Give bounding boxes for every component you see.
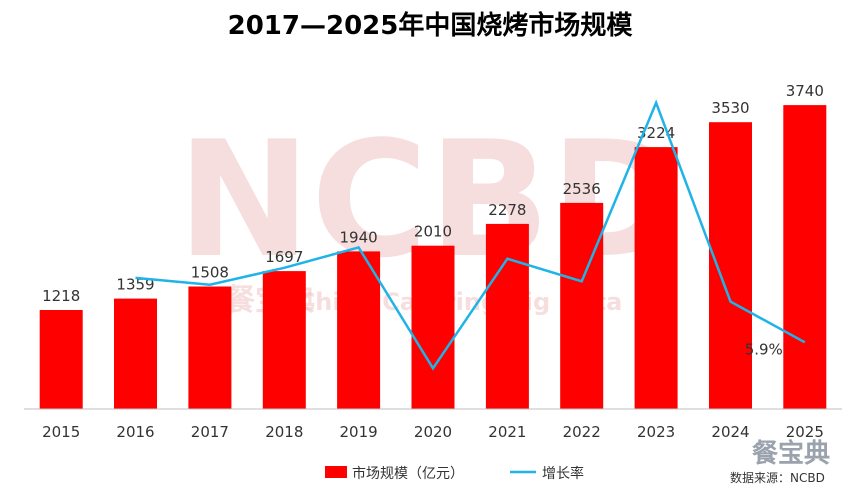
- chart-title: 2017—2025年中国烧烤市场规模: [228, 10, 634, 41]
- bar-value-label-2016: 1359: [116, 276, 154, 294]
- x-tick-2021: 2021: [488, 423, 526, 441]
- bar-2022: [560, 202, 604, 409]
- bar-2020: [411, 245, 455, 409]
- bar-value-label-2017: 1508: [191, 264, 229, 282]
- x-tick-2016: 2016: [116, 423, 154, 441]
- x-tick-2025: 2025: [786, 423, 824, 441]
- bar-2019: [337, 251, 381, 409]
- bar-value-label-2020: 2010: [414, 223, 452, 241]
- bar-2024: [709, 122, 752, 409]
- x-tick-layer: 2015 2016 2017 2018 2019 2020 2021 2022 2023 2024…: [42, 423, 824, 441]
- bar-2021: [485, 223, 529, 409]
- bar-2018: [262, 271, 306, 409]
- bar-value-label-2015: 1218: [42, 287, 80, 305]
- bar-value-label-2018: 1697: [265, 248, 303, 266]
- bar-value-label-2024: 3530: [711, 99, 749, 117]
- bar-layer: [39, 105, 827, 409]
- legend: 市场规模（亿元） 增长率: [325, 465, 584, 482]
- x-tick-2024: 2024: [711, 423, 749, 441]
- bar-value-label-2022: 2536: [563, 180, 601, 198]
- logo: 餐宝典: [752, 438, 830, 469]
- bar-value-label-2025: 3740: [786, 82, 824, 100]
- x-tick-2020: 2020: [414, 423, 452, 441]
- legend-line-label: 增长率: [542, 465, 584, 482]
- legend-bar-label: 市场规模（亿元）: [352, 465, 464, 482]
- x-tick-2017: 2017: [191, 423, 229, 441]
- bar-value-label-2021: 2278: [488, 201, 526, 219]
- x-tick-2019: 2019: [340, 423, 378, 441]
- bar-2017: [188, 286, 232, 409]
- legend-bar-swatch: [325, 466, 347, 478]
- bar-2023: [634, 147, 678, 409]
- x-tick-2015: 2015: [42, 423, 80, 441]
- bar-2025: [783, 105, 827, 409]
- bar-2016: [114, 298, 157, 409]
- bar-2015: [39, 310, 83, 409]
- x-tick-2022: 2022: [563, 423, 601, 441]
- x-tick-2018: 2018: [265, 423, 303, 441]
- x-tick-2023: 2023: [637, 423, 675, 441]
- source-note: 数据来源：NCBD: [730, 470, 825, 485]
- growth-rate-line: [135, 99, 806, 371]
- bar-value-label-2019: 1940: [340, 228, 378, 246]
- growth-value-label-2025: 5.9%: [745, 340, 783, 358]
- growth-line-layer: 5.9%: [135, 99, 806, 371]
